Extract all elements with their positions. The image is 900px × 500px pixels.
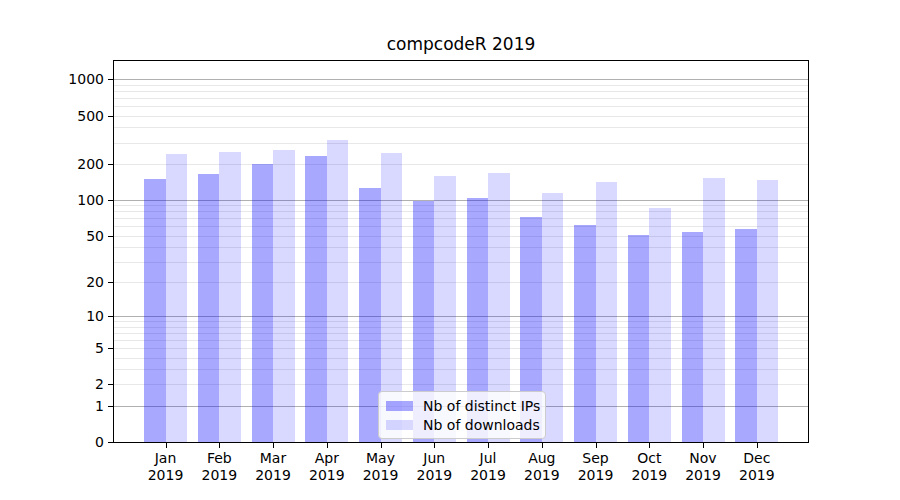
chart-title: compcodeR 2019: [113, 34, 809, 54]
x-axis-tick: [166, 443, 167, 448]
y-axis-tick: [108, 236, 113, 237]
x-tick-label: Dec2019: [725, 450, 789, 484]
bar-distinct-ips-sep: [574, 225, 596, 442]
x-axis-tick: [327, 443, 328, 448]
bar-distinct-ips-mar: [252, 164, 274, 442]
y-tick-label: 5: [22, 340, 104, 356]
y-tick-label: 100: [22, 192, 104, 208]
x-axis-tick: [219, 443, 220, 448]
gridline-minor: [114, 127, 808, 128]
y-axis-tick: [108, 79, 113, 80]
x-axis-tick: [488, 443, 489, 448]
bar-distinct-ips-feb: [198, 174, 220, 442]
gridline-minor: [114, 98, 808, 99]
y-tick-label: 50: [22, 228, 104, 244]
gridline-minor: [114, 91, 808, 92]
gridline-minor: [114, 85, 808, 86]
legend-swatch: [386, 401, 413, 411]
x-axis-tick: [703, 443, 704, 448]
legend-label: Nb of downloads: [423, 416, 540, 434]
x-axis-tick: [273, 443, 274, 448]
bar-downloads-jan: [166, 154, 188, 442]
bar-downloads-dec: [757, 180, 779, 442]
x-axis-tick: [596, 443, 597, 448]
legend-row: Nb of distinct IPs: [386, 396, 537, 415]
legend: Nb of distinct IPsNb of downloads: [378, 391, 546, 439]
x-axis-tick: [542, 443, 543, 448]
legend-swatch: [386, 420, 413, 430]
bar-distinct-ips-apr: [305, 156, 327, 442]
bar-distinct-ips-nov: [682, 232, 704, 442]
y-tick-label: 2: [22, 376, 104, 392]
gridline-minor: [114, 106, 808, 107]
y-tick-label: 10: [22, 308, 104, 324]
y-axis-tick: [108, 384, 113, 385]
y-axis-tick: [108, 116, 113, 117]
plot-area: Nb of distinct IPsNb of downloads: [113, 60, 809, 443]
x-axis-tick: [434, 443, 435, 448]
legend-row: Nb of downloads: [386, 415, 537, 434]
y-tick-label: 1000: [22, 71, 104, 87]
figure: compcodeR 2019 Nb of distinct IPsNb of d…: [0, 0, 900, 500]
y-axis-tick: [108, 442, 113, 443]
bar-downloads-apr: [327, 140, 349, 442]
y-tick-label: 1: [22, 398, 104, 414]
y-axis-tick: [108, 406, 113, 407]
bar-downloads-oct: [649, 208, 671, 442]
bar-downloads-sep: [596, 182, 618, 442]
y-tick-label: 0: [22, 434, 104, 450]
y-axis-tick: [108, 316, 113, 317]
y-tick-label: 200: [22, 156, 104, 172]
x-axis-tick: [381, 443, 382, 448]
gridline-major: [114, 79, 808, 80]
y-axis-tick: [108, 164, 113, 165]
y-axis-tick: [108, 200, 113, 201]
bar-distinct-ips-jan: [144, 179, 166, 442]
bar-downloads-nov: [703, 178, 725, 442]
y-tick-label: 20: [22, 274, 104, 290]
bar-distinct-ips-oct: [628, 235, 650, 442]
bar-downloads-feb: [219, 152, 241, 442]
gridline-minor: [114, 164, 808, 165]
x-axis-tick: [649, 443, 650, 448]
bar-downloads-mar: [273, 150, 295, 443]
y-axis-tick: [108, 348, 113, 349]
gridline-minor: [114, 116, 808, 117]
legend-label: Nb of distinct IPs: [423, 397, 540, 415]
gridline-minor: [114, 143, 808, 144]
x-axis-tick: [757, 443, 758, 448]
y-tick-label: 500: [22, 108, 104, 124]
y-axis-tick: [108, 282, 113, 283]
bar-distinct-ips-dec: [735, 229, 757, 442]
